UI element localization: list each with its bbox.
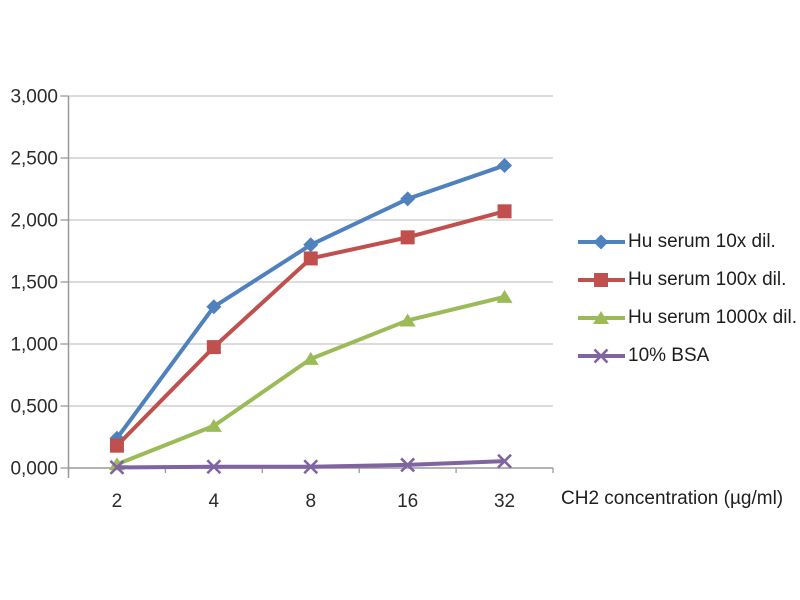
x-tick-label: 32 <box>494 491 515 512</box>
square-marker <box>497 204 512 219</box>
legend-key-square-icon <box>578 273 625 287</box>
diamond-marker <box>400 191 416 207</box>
legend-item: Hu serum 1000x dil. <box>578 299 797 337</box>
x-tick-label: 4 <box>209 491 220 512</box>
diamond-marker <box>206 299 222 315</box>
legend-key-x-icon <box>578 348 625 364</box>
series-line <box>116 294 506 467</box>
triangle-marker <box>496 289 513 303</box>
x-marker <box>400 457 416 473</box>
triangle-marker <box>593 311 609 324</box>
x-marker <box>497 453 512 469</box>
diamond-marker <box>497 157 513 173</box>
x-axis-title: CH2 concentration (µg/ml) <box>561 488 784 509</box>
triangle-marker <box>399 313 416 327</box>
x-tick-label: 16 <box>397 491 418 512</box>
series-line <box>115 163 506 440</box>
x-marker <box>206 459 222 475</box>
legend-label: Hu serum 10x dil. <box>628 231 776 252</box>
x-tick-label: 8 <box>305 491 316 512</box>
series-diamond <box>109 157 513 446</box>
square-marker <box>303 251 318 266</box>
legend-key-diamond-icon <box>578 234 625 250</box>
series-x <box>109 453 512 475</box>
series-triangle <box>108 289 513 471</box>
y-tick-label: 1,000 <box>10 335 58 356</box>
square-marker <box>109 438 124 453</box>
legend-item: Hu serum 100x dil. <box>578 261 797 299</box>
y-tick-label: 1,500 <box>10 273 58 294</box>
triangle-marker <box>302 351 319 365</box>
legend-label: Hu serum 1000x dil. <box>628 307 797 328</box>
y-tick-label: 0,500 <box>10 397 58 418</box>
y-tick-label: 2,500 <box>10 149 58 170</box>
square-marker <box>594 273 608 287</box>
square-marker <box>400 230 415 245</box>
x-marker <box>593 348 609 364</box>
legend-label: 10% BSA <box>628 345 710 366</box>
y-tick-label: 3,000 <box>10 87 58 108</box>
square-marker <box>206 340 221 355</box>
x-marker <box>303 459 319 475</box>
legend-key-triangle-icon <box>578 311 625 324</box>
x-tick-label: 2 <box>112 491 123 512</box>
legend-item: Hu serum 10x dil. <box>578 223 797 261</box>
diamond-marker <box>593 234 609 250</box>
triangle-marker <box>205 418 222 432</box>
legend-item: 10% BSA <box>578 337 797 375</box>
series-square <box>109 204 512 453</box>
y-tick-label: 0,000 <box>10 459 58 480</box>
legend-label: Hu serum 100x dil. <box>628 269 787 290</box>
chart-legend: Hu serum 10x dil. Hu serum 100x dil. Hu se… <box>578 223 797 375</box>
diamond-marker <box>303 237 319 253</box>
y-tick-label: 2,000 <box>10 211 58 232</box>
x-marker <box>109 459 125 475</box>
